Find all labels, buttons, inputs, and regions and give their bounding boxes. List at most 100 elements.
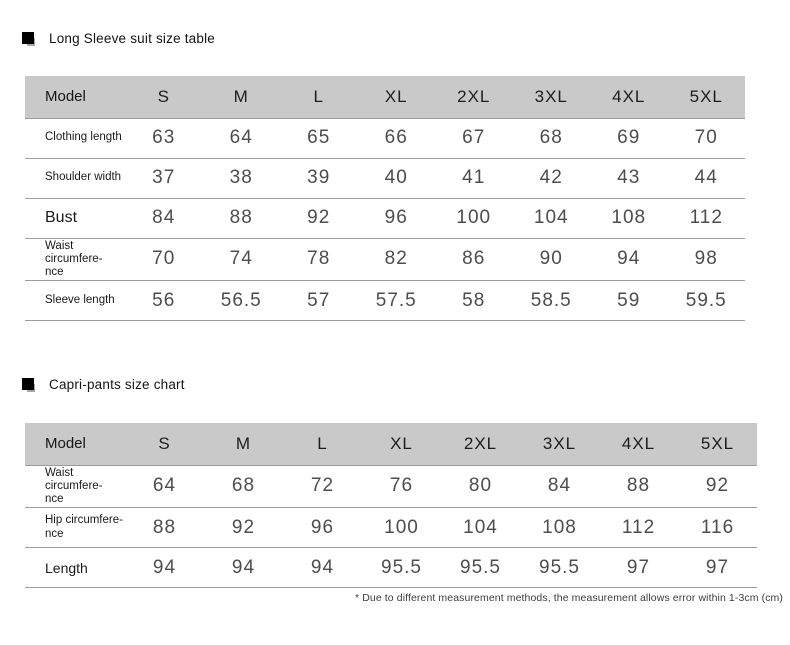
cell-value: 57.5 (375, 289, 417, 311)
size-column-header: S (157, 86, 170, 106)
cell-value: 40 (384, 167, 408, 188)
size-table: Model S M L XL 2XL 3XL 4XL 5XL Waist circumfere- … (25, 423, 757, 588)
long-sleeve-section-title: Long Sleeve suit size table (22, 30, 216, 46)
size-column-header: 2XL (457, 86, 491, 106)
row-label: Waist circumfere- nce (45, 466, 103, 505)
cell-value: 112 (621, 516, 656, 538)
cell-value: 68 (539, 127, 563, 148)
cell-value: 38 (229, 167, 253, 188)
cell-value: 104 (533, 207, 569, 228)
measurement-error-footnote: * Due to different measurement methods, … (355, 592, 783, 604)
cell-value: 57 (307, 289, 331, 311)
cell-value: 66 (384, 127, 408, 148)
cell-value: 58.5 (530, 289, 572, 311)
cell-value: 95.5 (381, 556, 422, 578)
row-label: Sleeve length (45, 294, 115, 307)
table-row: Waist circumfere- nce 64 68 72 76 80 84 88 92 (25, 465, 757, 508)
cell-value: 88 (626, 475, 651, 497)
cell-value: 97 (705, 556, 730, 578)
size-column-header: 5XL (700, 433, 735, 453)
cell-value: 67 (462, 127, 486, 148)
size-column-header: XL (384, 86, 408, 106)
cell-value: 72 (310, 475, 335, 497)
cell-value: 65 (307, 127, 331, 148)
cell-value: 100 (456, 207, 492, 228)
cell-value: 37 (152, 167, 176, 188)
cell-value: 63 (152, 127, 176, 148)
cell-value: 84 (547, 475, 572, 497)
section-title-label: Capri-pants size chart (49, 376, 185, 392)
capri-pants-size-table: Model S M L XL 2XL 3XL 4XL 5XL Waist circumfere- … (25, 423, 757, 588)
cell-value: 112 (689, 207, 723, 228)
cell-value: 94 (152, 556, 177, 578)
size-column-header: M (233, 86, 249, 106)
cell-value: 90 (539, 248, 563, 270)
size-column-header: 4XL (612, 86, 646, 106)
size-column-header: L (317, 433, 328, 453)
cell-value: 42 (539, 167, 563, 188)
row-label: Bust (45, 208, 78, 226)
size-column-header: 4XL (621, 433, 656, 453)
cell-value: 97 (626, 556, 651, 578)
cell-value: 56.5 (220, 289, 262, 311)
size-column-header: 5XL (689, 86, 723, 106)
cell-value: 84 (152, 207, 176, 228)
cell-value: 58 (462, 289, 486, 311)
cell-value: 92 (231, 516, 256, 538)
black-square-bullet-icon (22, 32, 34, 44)
cell-value: 74 (229, 248, 253, 270)
row-label: Waist circumfere- nce (45, 239, 103, 278)
cell-value: 43 (617, 167, 641, 188)
cell-value: 92 (307, 207, 331, 228)
size-table: Model S M L XL 2XL 3XL 4XL 5XL Clothing length 63 6… (25, 76, 745, 321)
cell-value: 96 (310, 516, 335, 538)
table-row: Length 94 94 94 95.5 95.5 95.5 97 97 (25, 547, 757, 588)
cell-value: 59 (617, 289, 641, 311)
cell-value: 69 (617, 127, 641, 148)
cell-value: 100 (384, 516, 419, 538)
cell-value: 108 (611, 207, 647, 228)
row-label: Clothing length (45, 131, 122, 144)
cell-value: 39 (307, 167, 331, 188)
header-row: Model S M L XL 2XL 3XL 4XL 5XL (25, 76, 745, 118)
long-sleeve-size-table: Model S M L XL 2XL 3XL 4XL 5XL Clothing length 63 6… (25, 76, 745, 321)
cell-value: 59.5 (685, 289, 727, 311)
size-column-header: 3XL (542, 433, 577, 453)
cell-value: 64 (152, 475, 177, 497)
cell-value: 82 (384, 248, 408, 270)
cell-value: 98 (694, 248, 718, 270)
cell-value: 88 (152, 516, 177, 538)
size-column-header: XL (390, 433, 413, 453)
cell-value: 95.5 (539, 556, 580, 578)
cell-value: 68 (231, 475, 256, 497)
size-column-header: L (313, 86, 324, 106)
cell-value: 96 (384, 207, 408, 228)
cell-value: 95.5 (460, 556, 501, 578)
cell-value: 41 (462, 167, 486, 188)
section-title-label: Long Sleeve suit size table (49, 30, 216, 46)
row-label: Shoulder width (45, 171, 122, 184)
cell-value: 108 (542, 516, 577, 538)
cell-value: 64 (229, 127, 253, 148)
table-row: Clothing length 63 64 65 66 67 68 69 70 (25, 118, 745, 158)
table-row: Sleeve length 56 56.5 57 57.5 58 58.5 59 59.5 (25, 280, 745, 321)
cell-value: 70 (694, 127, 718, 148)
table-row: Shoulder width 37 38 39 40 41 42 43 44 (25, 158, 745, 198)
cell-value: 70 (152, 248, 176, 270)
cell-value: 104 (463, 516, 498, 538)
size-column-header: M (235, 433, 252, 453)
row-label: Length (45, 559, 88, 576)
capri-pants-section-title: Capri-pants size chart (22, 376, 185, 392)
cell-value: 94 (310, 556, 335, 578)
cell-value: 86 (462, 248, 486, 270)
cell-value: 94 (231, 556, 256, 578)
model-column-header: Model (45, 88, 86, 106)
cell-value: 94 (617, 248, 641, 270)
table-row: Bust 84 88 92 96 100 104 108 112 (25, 198, 745, 238)
cell-value: 80 (468, 475, 493, 497)
row-label: Hip circumfere- nce (45, 514, 123, 540)
black-square-bullet-icon (22, 378, 34, 390)
size-column-header: S (158, 433, 171, 453)
table-row: Hip circumfere- nce 88 92 96 100 104 108 112 116 (25, 507, 757, 548)
